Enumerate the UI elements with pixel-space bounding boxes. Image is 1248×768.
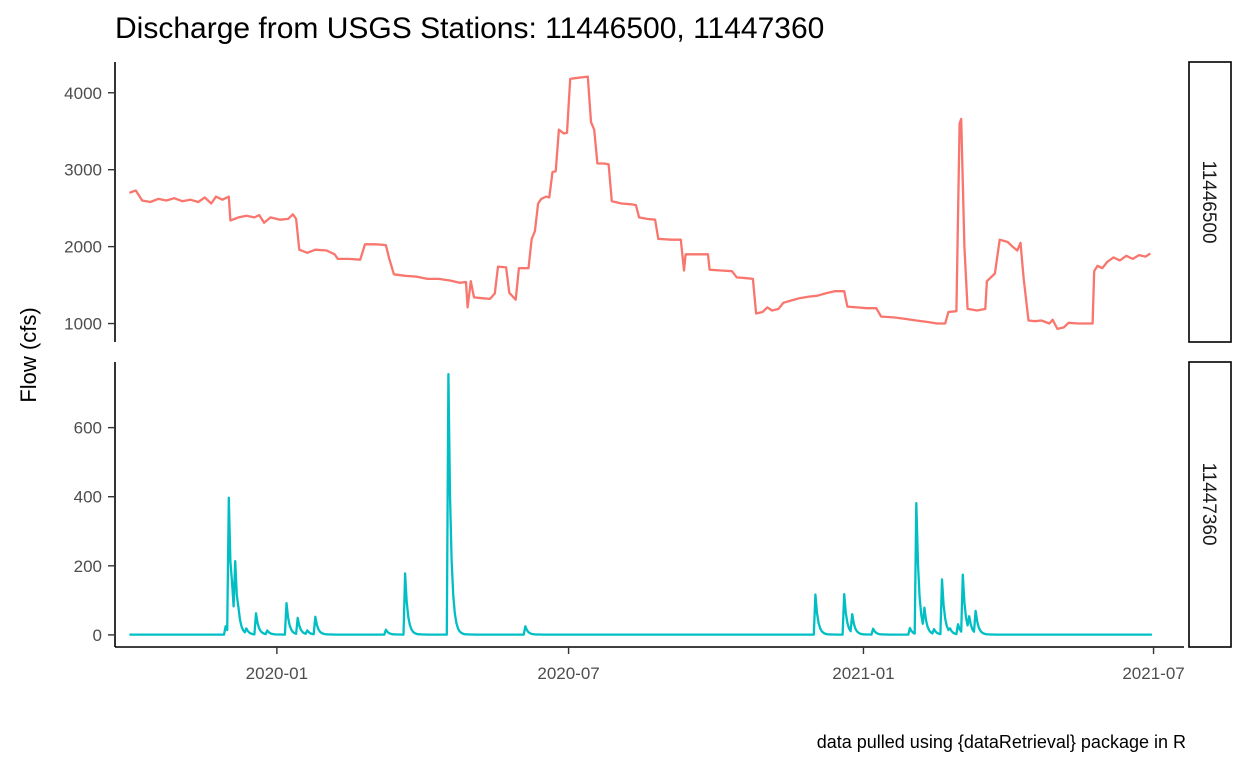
- y-tick-label: 0: [93, 626, 102, 645]
- chart-title: Discharge from USGS Stations: 11446500, …: [115, 12, 824, 45]
- y-tick-label: 400: [74, 488, 102, 507]
- series-line-11447360: [129, 372, 1152, 636]
- y-tick-label: 1000: [64, 315, 102, 334]
- chart-caption: data pulled using {dataRetrieval} packag…: [817, 732, 1186, 752]
- y-axis-title: Flow (cfs): [16, 307, 41, 402]
- x-tick-label: 2021-01: [832, 664, 894, 683]
- x-tick-label: 2020-01: [246, 664, 308, 683]
- x-tick-label: 2020-07: [537, 664, 599, 683]
- y-tick-label: 200: [74, 557, 102, 576]
- y-ticks-11446500: 1000 2000 3000 4000: [64, 84, 115, 334]
- series-line-11446500: [129, 75, 1151, 331]
- facet-strip-label-11447360: 11447360: [1198, 462, 1219, 545]
- facet-strip-11446500: [1188, 61, 1232, 343]
- facet-strip-11447360: [1188, 361, 1232, 648]
- y-tick-label: 600: [74, 419, 102, 438]
- facet-strip-label-11446500: 11446500: [1198, 160, 1219, 243]
- y-tick-label: 2000: [64, 238, 102, 257]
- y-tick-label: 3000: [64, 161, 102, 180]
- facet-panel-11446500: 1000 2000 3000 4000 11446500: [64, 61, 1232, 343]
- y-tick-label: 4000: [64, 84, 102, 103]
- x-ticks: 2020-01 2020-07 2021-01 2021-07: [246, 647, 1185, 683]
- x-tick-label: 2021-07: [1122, 664, 1184, 683]
- y-ticks-11447360: 0 200 400 600: [74, 419, 115, 645]
